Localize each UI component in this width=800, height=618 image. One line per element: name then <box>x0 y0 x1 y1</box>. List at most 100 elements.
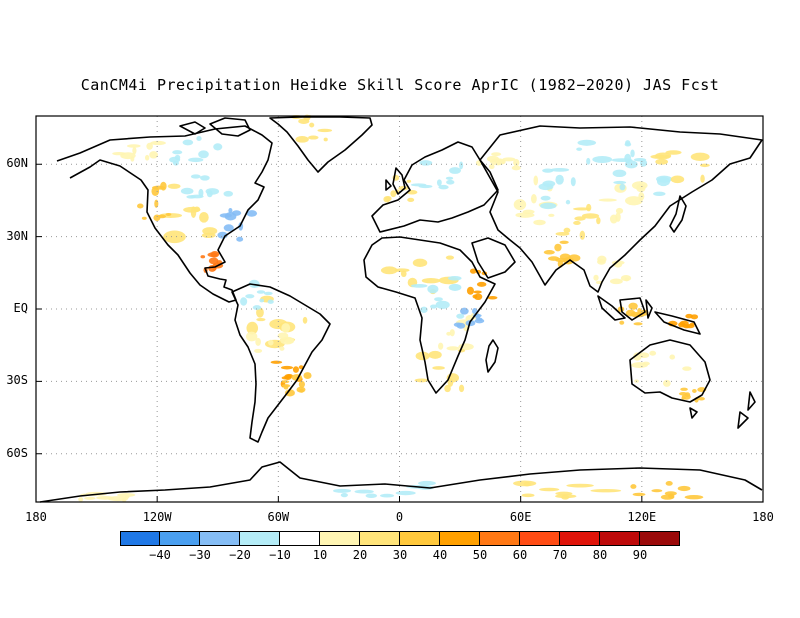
skill-patch <box>151 186 160 196</box>
skill-patch <box>548 213 555 217</box>
skill-patch <box>298 380 305 388</box>
colorbar-swatch <box>480 531 520 546</box>
skill-patch <box>281 323 291 333</box>
colorbar-label: 60 <box>512 548 528 562</box>
skill-patch <box>466 286 475 295</box>
skill-patch <box>700 174 705 183</box>
skill-patch <box>107 496 129 502</box>
skill-patch <box>655 158 669 165</box>
skill-patch <box>612 169 627 178</box>
lon-label: 0 <box>395 510 404 524</box>
skill-patch <box>267 299 274 304</box>
skill-patch <box>259 298 265 303</box>
colorbar-swatch <box>520 531 560 546</box>
skill-patch <box>540 202 557 210</box>
skill-patch <box>669 354 676 360</box>
skill-patch <box>677 485 691 492</box>
skill-patch <box>144 154 150 161</box>
map-frame <box>35 115 764 503</box>
skill-patch <box>469 268 477 274</box>
coast-new-zealand <box>737 391 756 429</box>
lon-label: 180 <box>752 510 774 524</box>
skill-patch <box>333 488 352 493</box>
skill-patch <box>446 179 455 185</box>
skill-patch <box>340 493 348 498</box>
skill-patch <box>597 255 607 263</box>
colorbar-swatch <box>240 531 280 546</box>
skill-patch <box>420 306 428 313</box>
skill-patch <box>292 366 299 373</box>
skill-patch <box>263 291 273 296</box>
skill-patch <box>446 346 460 351</box>
skill-patch <box>488 164 495 170</box>
skill-patch <box>491 152 502 157</box>
skill-patch <box>561 494 570 500</box>
lat-label: 30N <box>6 228 28 243</box>
skill-patch <box>183 206 201 213</box>
skill-patch <box>620 275 632 282</box>
skill-patch <box>219 213 232 218</box>
skill-patch <box>268 339 274 346</box>
colorbar-label: −10 <box>269 548 291 562</box>
colorbar-swatch <box>120 531 160 546</box>
skill-patch <box>167 183 181 189</box>
skill-patch <box>550 167 570 172</box>
coast-australia <box>629 339 711 419</box>
skill-patch <box>354 489 374 494</box>
skill-patch <box>231 210 242 216</box>
lon-label: 180 <box>25 510 47 524</box>
colorbar-label: 80 <box>592 548 608 562</box>
skill-patch <box>624 196 643 206</box>
skill-patch <box>459 161 464 170</box>
skill-patch <box>445 255 455 260</box>
skill-patch <box>277 332 289 340</box>
coast-asia <box>479 125 763 293</box>
skill-patch <box>400 270 407 278</box>
skill-patch <box>476 281 487 287</box>
coast-africa <box>363 236 496 394</box>
skill-patch <box>449 329 455 337</box>
colorbar-swatch <box>400 531 440 546</box>
skill-patch <box>554 243 562 252</box>
skill-patch <box>555 231 570 236</box>
skill-patch <box>566 483 594 488</box>
skill-patch <box>196 136 202 141</box>
skill-patch <box>438 342 444 350</box>
skill-patch <box>543 250 555 255</box>
skill-patch <box>665 150 682 155</box>
skill-patch <box>699 163 710 168</box>
coast-maritime-continent <box>597 295 701 335</box>
skill-patch <box>555 174 564 185</box>
skill-patch <box>438 184 449 190</box>
skill-patch <box>418 480 436 486</box>
skill-patch <box>295 136 309 143</box>
skill-patch <box>445 176 454 180</box>
skill-patch <box>565 199 571 205</box>
skill-patch <box>598 198 617 202</box>
lat-label: 30S <box>6 373 28 388</box>
skill-patch <box>308 135 319 140</box>
skill-patch <box>296 386 306 393</box>
skill-patch <box>656 175 673 183</box>
lat-label: 60N <box>6 156 28 171</box>
chart-title: CanCM4i Precipitation Heidke Skill Score… <box>80 76 720 94</box>
axis-ticks <box>35 163 764 502</box>
skill-patch <box>563 227 571 234</box>
skill-patch <box>84 496 96 500</box>
skill-patch <box>174 154 181 161</box>
colorbar-label: −20 <box>229 548 251 562</box>
coast-great-britain <box>385 167 406 195</box>
skill-patch <box>228 207 233 213</box>
skill-patch <box>317 128 333 133</box>
skill-patch <box>120 152 136 160</box>
skill-patch <box>149 151 159 159</box>
skill-patch <box>456 313 465 319</box>
skill-patch <box>245 331 258 342</box>
skill-patch <box>581 213 600 219</box>
skill-patch <box>680 387 688 391</box>
skill-patch <box>611 158 633 163</box>
skill-patch <box>653 191 666 197</box>
skill-patch <box>586 157 591 165</box>
skill-patch <box>256 290 266 294</box>
